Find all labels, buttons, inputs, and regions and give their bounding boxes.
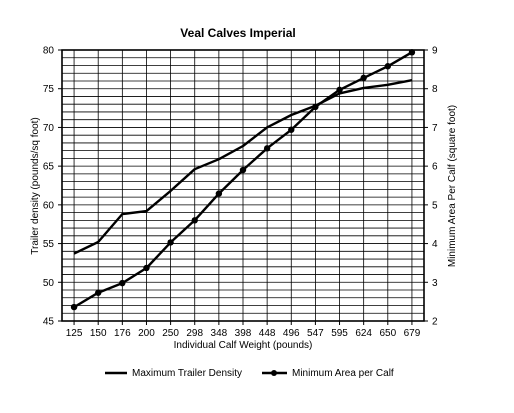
left-tick-label: 75 [43, 84, 55, 95]
series-line-maximum-trailer-density [73, 79, 413, 255]
left-tick-label: 70 [43, 123, 55, 134]
right-tick-label: 8 [432, 84, 438, 95]
left-tick-label: 60 [43, 200, 55, 211]
data-point-minimum-area-per-calf [408, 49, 416, 56]
right-tick-label: 6 [432, 162, 438, 173]
x-tick-label: 448 [259, 328, 276, 339]
data-point-minimum-area-per-calf [360, 74, 367, 82]
right-tick-label: 2 [432, 317, 438, 328]
x-tick-label: 679 [404, 328, 421, 339]
data-point-minimum-area-per-calf [263, 145, 271, 152]
data-point-minimum-area-per-calf [336, 86, 343, 94]
grid [62, 50, 424, 321]
x-tick-label: 250 [162, 328, 179, 339]
data-point-minimum-area-per-calf [239, 166, 247, 174]
x-tick-label: 650 [379, 328, 396, 339]
series-layer [70, 49, 416, 311]
data-point-minimum-area-per-calf [70, 303, 78, 311]
left-tick-label: 80 [43, 46, 55, 57]
x-tick-label: 595 [331, 328, 348, 339]
data-point-minimum-area-per-calf [167, 239, 174, 246]
x-tick-label: 398 [235, 328, 252, 339]
left-tick-label: 45 [43, 317, 55, 328]
legend-marker-minimum-area-per-calf [271, 370, 277, 376]
x-tick-label: 624 [355, 328, 372, 339]
data-point-minimum-area-per-calf [191, 217, 198, 224]
right-tick-label: 7 [432, 123, 438, 134]
right-tick-label: 3 [432, 278, 438, 289]
x-axis-label: Individual Calf Weight (pounds) [174, 340, 313, 351]
legend: Maximum Trailer Density Minimum Area per… [105, 368, 394, 379]
right-axis-ticks: 2 3 4 5 6 7 8 9 [424, 46, 438, 328]
chart-title: Veal Calves Imperial [180, 26, 295, 40]
data-point-minimum-area-per-calf [288, 126, 295, 133]
y-axis-label: Trailer density (pounds/sq foot) [30, 117, 41, 254]
left-tick-label: 50 [43, 278, 55, 289]
left-tick-label: 55 [43, 239, 55, 250]
x-tick-label: 298 [186, 328, 203, 339]
x-tick-label: 176 [114, 328, 131, 339]
x-tick-label: 547 [307, 328, 324, 339]
data-point-minimum-area-per-calf [384, 63, 391, 70]
x-tick-label: 496 [283, 328, 300, 339]
left-axis-ticks: 45 50 55 60 65 70 75 80 [43, 46, 62, 328]
y2-axis-label: Minimum Area Per Calf (square foot) [447, 105, 458, 267]
data-point-minimum-area-per-calf [95, 289, 102, 296]
right-tick-label: 5 [432, 200, 438, 211]
legend-label-maximum-trailer-density: Maximum Trailer Density [132, 368, 242, 379]
right-tick-label: 4 [432, 239, 438, 250]
data-point-minimum-area-per-calf [215, 190, 223, 197]
legend-label-minimum-area-per-calf: Minimum Area per Calf [292, 368, 394, 379]
data-point-minimum-area-per-calf [119, 279, 126, 287]
x-tick-label: 125 [66, 328, 83, 339]
x-tick-label: 150 [90, 328, 107, 339]
x-tick-label: 200 [138, 328, 155, 339]
x-tick-label: 348 [211, 328, 228, 339]
left-tick-label: 65 [43, 162, 55, 173]
plot-area-border [61, 49, 425, 322]
right-tick-label: 9 [432, 46, 438, 57]
data-point-minimum-area-per-calf [312, 103, 319, 111]
data-point-minimum-area-per-calf [143, 264, 150, 272]
x-axis-ticks: 125 150 176 200 250 298 348 398 448 496 547 595 624 6… [66, 321, 421, 339]
